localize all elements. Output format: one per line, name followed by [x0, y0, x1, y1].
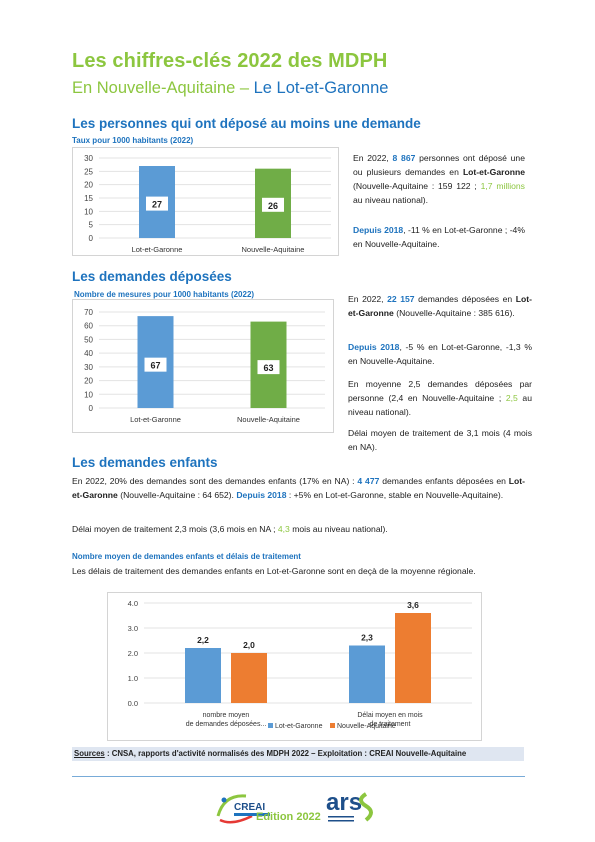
- bar: [395, 613, 431, 703]
- page-subtitle: En Nouvelle-Aquitaine – Le Lot-et-Garonn…: [72, 79, 388, 98]
- bar: [349, 645, 385, 703]
- y-tick-label: 0: [89, 234, 94, 243]
- y-tick-label: 70: [84, 308, 93, 317]
- edition-label: Edition 2022: [256, 811, 321, 823]
- section2-paragraph2: Depuis 2018, -5 % en Lot-et-Garonne, -1,…: [348, 342, 532, 366]
- section3-paragraph2: Délai moyen de traitement 2,3 mois (3,6 …: [72, 524, 388, 534]
- sources-note: Sources : CNSA, rapports d'activité norm…: [72, 747, 524, 761]
- x-tick-label-line2: de demandes déposées...: [186, 721, 267, 728]
- data-label: 67: [150, 361, 160, 371]
- section1-paragraph2: Depuis 2018, -11 % en Lot-et-Garonne ; -…: [353, 225, 525, 249]
- y-tick-label: 60: [84, 322, 93, 331]
- creai-logo-text: CREAI: [234, 802, 265, 813]
- data-label: 26: [268, 201, 278, 211]
- y-tick-label: 15: [84, 194, 93, 203]
- data-label-bg: [146, 196, 168, 211]
- chart3-box: 4.0 3.0 2.0 1.0 0.0 2,2 2,0 2,3 3,6 nombre moyen d…: [107, 592, 482, 741]
- x-tick-label: Nouvelle-Aquitaine: [237, 415, 300, 424]
- y-tick-label: 3.0: [128, 624, 138, 633]
- y-tick-label: 10: [84, 207, 93, 216]
- section1-heading: Les personnes qui ont déposé au moins un…: [72, 116, 421, 131]
- data-label-bg: [144, 357, 167, 372]
- y-tick-label: 1.0: [128, 674, 138, 683]
- bar: [231, 653, 267, 703]
- chart1-box: 30 25 20 15 10 5 0 27 Lot-et-Garonne 26 Nouvelle-A…: [72, 147, 339, 256]
- section2-paragraph3: En moyenne 2,5 demandes déposées par per…: [348, 379, 532, 417]
- data-label: 2,0: [243, 640, 255, 650]
- data-label-bg: [262, 197, 284, 212]
- subtitle-region: En Nouvelle-Aquitaine –: [72, 79, 254, 97]
- x-tick-label: Lot-et-Garonne: [130, 415, 181, 424]
- y-tick-label: 20: [84, 377, 93, 386]
- subtitle-department: Le Lot-et-Garonne: [253, 79, 389, 97]
- x-tick-label: Lot-et-Garonne: [132, 245, 183, 254]
- data-label: 2,3: [361, 633, 373, 643]
- legend-swatch: [330, 723, 335, 728]
- data-label: 27: [152, 200, 162, 210]
- data-label: 3,6: [407, 600, 419, 610]
- x-tick-label-line1: nombre moyen: [203, 712, 250, 719]
- chart3-caption: Nombre moyen de demandes enfants et déla…: [72, 552, 301, 561]
- sources-text: : CNSA, rapports d'activité normalisés d…: [104, 749, 467, 758]
- footer-divider: [72, 776, 525, 777]
- sources-label: Sources: [74, 749, 105, 758]
- y-tick-label: 10: [84, 390, 93, 399]
- y-tick-label: 0: [89, 404, 94, 413]
- y-tick-label: 40: [84, 349, 93, 358]
- y-tick-label: 2.0: [128, 649, 138, 658]
- y-tick-label: 5: [89, 221, 94, 230]
- legend-swatch: [268, 723, 273, 728]
- chart1: 30 25 20 15 10 5 0 27 Lot-et-Garonne 26 Nouvelle-A…: [84, 154, 331, 254]
- chart3: 4.0 3.0 2.0 1.0 0.0 2,2 2,0 2,3 3,6 nombre moyen d…: [128, 599, 472, 730]
- section2-paragraph4: Délai moyen de traitement de 3,1 mois (4…: [348, 428, 532, 452]
- y-tick-label: 30: [84, 363, 93, 372]
- y-tick-label: 20: [84, 181, 93, 190]
- y-tick-label: 50: [84, 335, 93, 344]
- chart2: 70 60 50 40 30 20 10 0 67 Lot-et-Garonne 63 Nouvell…: [84, 308, 325, 424]
- bar: [185, 648, 221, 703]
- y-tick-label: 25: [84, 167, 93, 176]
- chart1-caption: Taux pour 1000 habitants (2022): [72, 136, 194, 145]
- section2-heading: Les demandes déposées: [72, 269, 232, 284]
- data-label: 2,2: [197, 635, 209, 645]
- ars-logo-text: ars: [326, 789, 362, 816]
- data-label-bg: [257, 360, 280, 375]
- legend-label: Lot-et-Garonne: [275, 723, 323, 730]
- x-tick-label: Nouvelle-Aquitaine: [242, 245, 305, 254]
- creai-logo: CREAI: [212, 786, 284, 826]
- section3-heading: Les demandes enfants: [72, 455, 218, 470]
- section3-paragraph1: En 2022, 20% des demandes sont des deman…: [72, 476, 525, 500]
- chart3-intro: Les délais de traitement des demandes en…: [72, 566, 476, 576]
- x-tick-label-line2: de traitement: [370, 721, 411, 728]
- y-tick-label: 30: [84, 154, 93, 163]
- chart2-caption: Nombre de mesures pour 1000 habitants (2…: [74, 290, 255, 299]
- x-tick-label-line1: Délai moyen en mois: [357, 712, 423, 719]
- section1-paragraph1: En 2022, 8 867 personnes ont déposé une …: [353, 153, 525, 205]
- y-tick-label: 0.0: [128, 699, 138, 708]
- chart2-box: 70 60 50 40 30 20 10 0 67 Lot-et-Garonne 63 Nouvell…: [72, 299, 334, 433]
- data-label: 63: [263, 363, 273, 373]
- legend-label: Nouvelle-Aquitaine: [337, 723, 396, 730]
- y-tick-label: 4.0: [128, 599, 138, 608]
- section2-paragraph1: En 2022, 22 157 demandes déposées en Lot…: [348, 294, 532, 318]
- ars-logo: ars: [326, 786, 386, 826]
- page-title: Les chiffres-clés 2022 des MDPH: [72, 50, 388, 72]
